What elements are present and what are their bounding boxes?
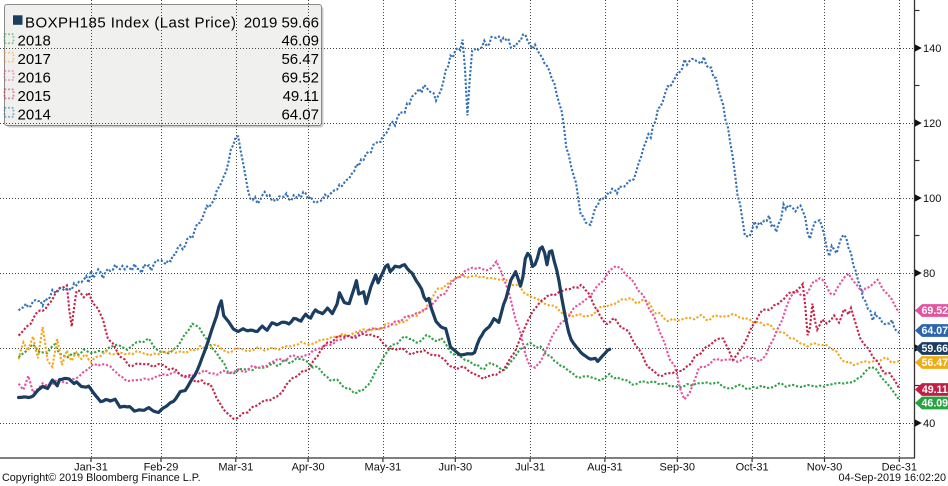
svg-text:64.07: 64.07 (922, 325, 948, 337)
svg-text:46.09: 46.09 (281, 33, 319, 50)
svg-text:100: 100 (923, 193, 941, 205)
svg-text:Jul-31: Jul-31 (515, 462, 545, 474)
svg-text:BOXPH185 Index (Last Price): BOXPH185 Index (Last Price) (25, 14, 236, 31)
svg-text:46.09: 46.09 (922, 398, 948, 410)
svg-text:59.66: 59.66 (922, 343, 948, 355)
svg-text:Nov-30: Nov-30 (807, 462, 842, 474)
svg-text:120: 120 (923, 118, 941, 130)
svg-text:Apr-30: Apr-30 (292, 462, 325, 474)
svg-text:Jun-30: Jun-30 (438, 462, 472, 474)
svg-text:140: 140 (923, 43, 941, 55)
svg-text:Oct-31: Oct-31 (736, 462, 769, 474)
svg-text:2017: 2017 (18, 51, 51, 68)
svg-text:2016: 2016 (18, 70, 51, 87)
svg-text:Aug-31: Aug-31 (587, 462, 622, 474)
svg-text:56.47: 56.47 (281, 51, 319, 68)
svg-text:04-Sep-2019 16:02:20: 04-Sep-2019 16:02:20 (839, 472, 946, 484)
svg-text:Dec-31: Dec-31 (882, 462, 917, 474)
svg-text:Copyright© 2019 Bloomberg Fina: Copyright© 2019 Bloomberg Finance L.P. (2, 472, 201, 484)
svg-text:56.47: 56.47 (922, 357, 948, 369)
svg-text:Sep-30: Sep-30 (660, 462, 695, 474)
svg-text:Feb-29: Feb-29 (144, 462, 179, 474)
svg-text:2015: 2015 (18, 88, 51, 105)
svg-text:2018: 2018 (18, 33, 51, 50)
svg-text:Jan-31: Jan-31 (74, 462, 108, 474)
svg-text:40: 40 (923, 418, 935, 430)
svg-text:69.52: 69.52 (922, 305, 948, 317)
svg-text:64.07: 64.07 (281, 106, 319, 123)
svg-text:2014: 2014 (18, 106, 51, 123)
svg-text:69.52: 69.52 (281, 70, 319, 87)
svg-text:May-31: May-31 (365, 462, 402, 474)
svg-text:2019 59.66: 2019 59.66 (244, 14, 319, 31)
svg-text:49.11: 49.11 (283, 88, 319, 105)
svg-text:49.11: 49.11 (922, 384, 948, 396)
svg-text:Mar-31: Mar-31 (218, 462, 253, 474)
svg-text:80: 80 (923, 268, 935, 280)
